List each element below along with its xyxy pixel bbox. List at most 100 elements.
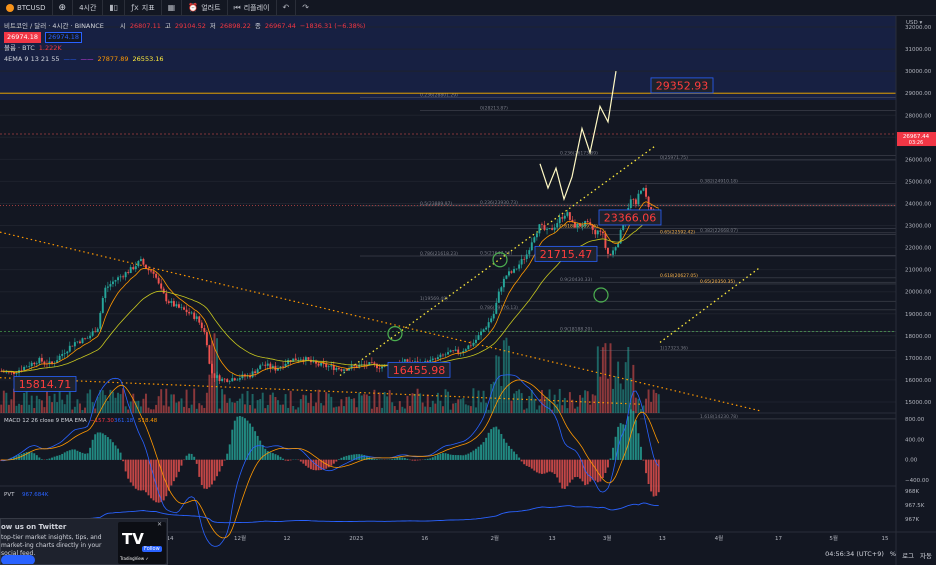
candle-body (61, 354, 64, 356)
candle-body (195, 316, 198, 319)
templates-button[interactable]: ▦ (162, 0, 183, 16)
candle-body (28, 366, 31, 367)
macd-hist-bar (480, 444, 483, 460)
macd-hist-bar (223, 459, 226, 461)
candle-body (510, 271, 513, 273)
volume-bar (332, 407, 335, 413)
candle-body (464, 349, 467, 351)
volume-bar (327, 393, 330, 413)
macd-hist-bar (45, 459, 48, 460)
volume-bar (254, 408, 257, 413)
candle-body (251, 371, 254, 378)
macd-hist-bar (61, 453, 64, 460)
macd-hist-bar (525, 459, 528, 466)
log-toggle[interactable]: 로그 (902, 552, 915, 560)
candle-body (573, 222, 576, 228)
volume-bar (627, 347, 630, 413)
volume-bar (325, 392, 328, 413)
price-axis[interactable]: 15000.00 16000.00 17000.00 18000.00 19000.00… (895, 16, 936, 565)
volume-bar (472, 388, 475, 413)
volume-bar (243, 404, 246, 413)
time-axis[interactable]: 14 12월 12 2023 16 2월 13 3월 13 4월 17 5월 15 (167, 534, 890, 542)
price-chart[interactable]: 0.236(28801.29) 0(28213.87) 0.236(26173.89… (0, 16, 936, 565)
candle-body (276, 368, 279, 371)
chart-type-button[interactable]: ▮▯ (103, 0, 126, 16)
candle-body (205, 332, 208, 346)
volume-bar (586, 391, 589, 413)
macd-hist-bar (454, 455, 457, 460)
buy-price-button[interactable]: 26974.18 (45, 32, 83, 43)
volume-bar (335, 406, 338, 413)
macd-hist-bar (188, 453, 191, 460)
candle-body (467, 345, 470, 350)
percent-toggle[interactable]: % (889, 550, 897, 558)
ohlc-high-label: 고 (164, 22, 171, 30)
candle-body (71, 345, 74, 347)
candle-body (650, 207, 653, 210)
candle-body (449, 350, 452, 353)
x-tick-label: 12월 (234, 534, 246, 542)
interval-button[interactable]: 4시간 (73, 0, 104, 16)
candle-body (373, 362, 376, 364)
macd-hist-bar (330, 459, 333, 466)
promo-follow-button[interactable] (1, 555, 35, 564)
macd-hist-bar (86, 453, 89, 460)
candle-body (132, 267, 135, 270)
macd-hist-bar (256, 435, 259, 460)
redo-button[interactable]: ↷ (296, 0, 315, 16)
volume-bar (594, 395, 597, 413)
volume-bar (25, 389, 28, 413)
volume-bar (231, 402, 234, 413)
macd-hist-bar (469, 452, 472, 460)
projected-trend-line (659, 266, 761, 343)
macd-hist-bar (38, 457, 41, 460)
volume-bar (104, 395, 107, 413)
volume-bar (330, 396, 333, 413)
candle-body (523, 259, 526, 260)
volume-bar (71, 409, 74, 413)
macd-hist-bar (634, 420, 637, 460)
candle-body (477, 335, 480, 340)
volume-bar (238, 398, 241, 413)
macd-hist-bar (652, 459, 655, 497)
volume-label: 볼륨 · BTC (4, 44, 35, 52)
candle-body (172, 301, 175, 307)
volume-bar (373, 389, 376, 413)
volume-bar (78, 403, 81, 413)
undo-button[interactable]: ↶ (277, 0, 297, 16)
macd-hist-bar (302, 459, 305, 464)
volume-bar (391, 402, 394, 413)
candle-body (190, 312, 193, 314)
price-label-text: 16455.98 (393, 364, 446, 377)
volume-bar (162, 405, 165, 413)
fib-label: 0.9(20430.33) (560, 277, 592, 283)
replay-button[interactable]: ⏮ 리플레이 (228, 0, 277, 16)
volume-bar (68, 391, 71, 413)
volume-bar (117, 392, 120, 413)
candle-body (571, 219, 574, 223)
volume-bar (436, 392, 439, 413)
add-symbol-button[interactable]: ⊕ (53, 0, 74, 16)
macd-hist-bar (416, 459, 419, 461)
candle-body (612, 250, 615, 255)
macd-hist-bar (94, 434, 97, 460)
macd-hist-bar (119, 452, 122, 460)
macd-hist-bar (617, 426, 620, 460)
trend-lines (0, 71, 896, 412)
alerts-button[interactable]: ⏰ 얼러트 (182, 0, 228, 16)
macd-hist-bar (269, 452, 272, 460)
sell-price-button[interactable]: 26974.18 (4, 32, 42, 43)
volume-bar (190, 404, 193, 413)
indicators-button[interactable]: ƒx 지표 (125, 0, 162, 16)
volume-bar (150, 409, 153, 413)
symbol-button[interactable]: BTCUSD (0, 0, 53, 16)
candle-body (307, 357, 310, 360)
candle-body (596, 230, 599, 235)
volume-bar (94, 408, 97, 413)
volume-bar (53, 393, 56, 413)
macd-hist-bar (337, 459, 340, 460)
y-tick-label: 20000.00 (905, 290, 932, 296)
close-icon[interactable]: ✕ (157, 521, 163, 528)
candle-body (500, 287, 503, 292)
auto-toggle[interactable]: 자동 (920, 552, 932, 560)
